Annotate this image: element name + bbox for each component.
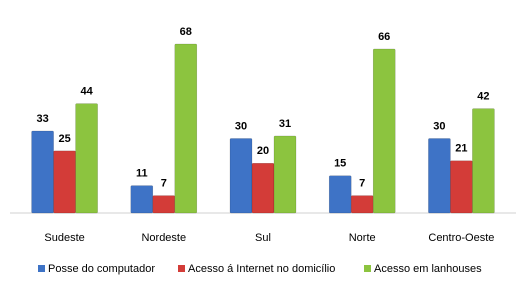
bar [229, 138, 253, 214]
data-label: 25 [58, 133, 70, 145]
data-label: 11 [136, 168, 148, 180]
bar [53, 150, 76, 214]
data-label: 30 [433, 120, 445, 132]
x-tick-label: Sul [255, 232, 271, 244]
legend-label: Acesso á Internet no domicílio [188, 263, 335, 275]
legend-label: Acesso em lanhouses [374, 263, 482, 275]
x-tick-label: Sudeste [44, 232, 84, 244]
data-label: 33 [36, 113, 48, 125]
bar [372, 48, 396, 214]
x-tick-label: Nordeste [141, 232, 186, 244]
bar [75, 103, 98, 214]
data-label: 68 [180, 26, 192, 38]
legend-label: Posse do computador [48, 263, 155, 275]
data-label: 30 [235, 120, 247, 132]
data-label: 31 [279, 118, 291, 130]
data-label: 66 [378, 31, 390, 43]
data-label: 42 [477, 91, 489, 103]
bar [152, 195, 176, 214]
bar [273, 135, 297, 214]
data-label: 21 [455, 143, 467, 155]
bar [31, 130, 54, 214]
legend-swatch [178, 265, 185, 272]
x-tick-label: Centro-Oeste [428, 232, 494, 244]
bar [350, 195, 374, 214]
bar [174, 43, 198, 214]
bar [472, 108, 495, 214]
data-label: 20 [257, 145, 269, 157]
bar [251, 163, 275, 214]
bar [328, 175, 352, 214]
bar [428, 138, 451, 214]
legend-swatch [38, 265, 45, 272]
data-label: 7 [161, 178, 167, 190]
legend-swatch [364, 265, 371, 272]
bar [450, 160, 473, 214]
data-label: 15 [334, 158, 346, 170]
bar [130, 185, 154, 214]
data-label: 7 [359, 178, 365, 190]
x-tick-label: Norte [349, 232, 376, 244]
data-label: 44 [80, 86, 93, 98]
